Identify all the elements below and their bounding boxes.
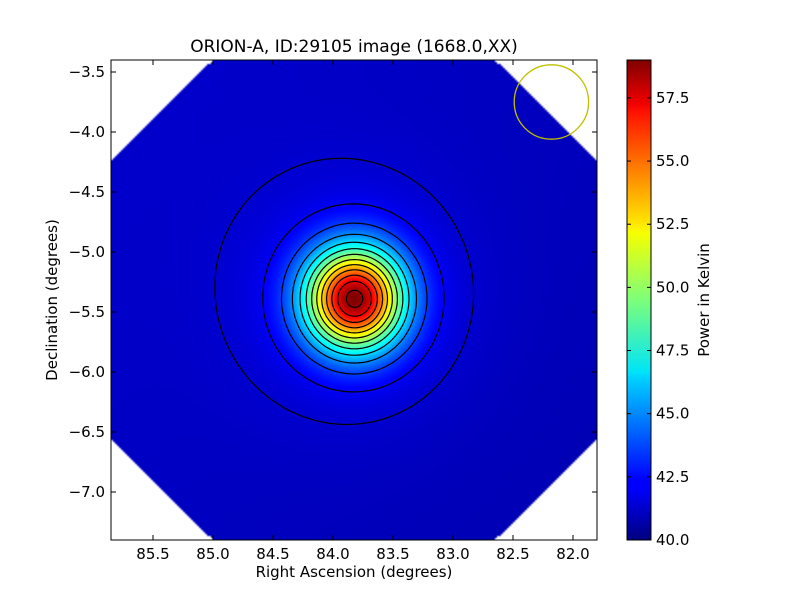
contour-line <box>262 203 445 393</box>
y-tick-label: −3.5 <box>69 63 105 81</box>
y-tick-label: −6.5 <box>69 423 105 441</box>
y-tick-label: −4.0 <box>69 123 105 141</box>
colorbar-ticks: 40.0 42.5 45.0 47.5 50.0 52.5 55.0 57.5 <box>627 89 689 549</box>
contour-line <box>337 280 373 317</box>
colorbar-tick-label: 40.0 <box>656 531 689 549</box>
plot-area: 85.5 85.0 84.5 84.0 83.5 83.0 82.5 82.0 −3.5 −4.… <box>69 59 598 563</box>
heatmap-image <box>111 60 597 540</box>
y-tick-label: −5.5 <box>69 303 105 321</box>
y-axis: −3.5 −4.0 −4.5 −5.0 −5.5 −6.0 −6.5 −7.0 <box>69 63 597 501</box>
contour-line <box>280 222 428 375</box>
contour-line <box>291 233 418 364</box>
x-axis: 85.5 85.0 84.5 84.0 83.5 83.0 82.5 82.0 <box>136 60 590 563</box>
contour-line <box>299 241 410 356</box>
contour-line <box>311 253 399 344</box>
contour-line <box>305 248 404 350</box>
beam-circle <box>513 64 590 140</box>
contour-line <box>316 258 393 339</box>
contour-line <box>321 264 389 334</box>
colorbar-gradient <box>626 59 652 541</box>
y-tick-label: −7.0 <box>69 483 105 501</box>
y-tick-label: −4.5 <box>69 183 105 201</box>
colorbar-tick-label: 45.0 <box>656 405 689 423</box>
colorbar: 40.0 42.5 45.0 47.5 50.0 52.5 55.0 57.5 Power i… <box>626 59 713 549</box>
x-tick-label: 85.5 <box>136 545 169 563</box>
y-tick-label: −6.0 <box>69 363 105 381</box>
contour-line <box>345 289 364 308</box>
x-tick-label: 84.5 <box>256 545 289 563</box>
contour-line <box>326 269 384 329</box>
x-tick-label: 83.5 <box>376 545 409 563</box>
contour-lines <box>214 157 475 426</box>
x-tick-label: 82.0 <box>556 545 589 563</box>
x-tick-label: 85.0 <box>196 545 229 563</box>
x-tick-label: 83.0 <box>436 545 469 563</box>
y-tick-label: −5.0 <box>69 243 105 261</box>
colorbar-tick-label: 42.5 <box>656 468 689 486</box>
y-axis-label: Declination (degrees) <box>43 219 61 381</box>
x-tick-label: 82.5 <box>496 545 529 563</box>
colorbar-label: Power in Kelvin <box>695 243 713 357</box>
colorbar-tick-label: 50.0 <box>656 278 689 296</box>
chart-title: ORION-A, ID:29105 image (1668.0,XX) <box>190 37 518 57</box>
contour-line <box>214 157 475 426</box>
colorbar-tick-label: 55.0 <box>656 152 689 170</box>
contour-line <box>331 274 378 323</box>
x-axis-label: Right Ascension (degrees) <box>256 563 453 581</box>
x-tick-label: 84.0 <box>316 545 349 563</box>
colorbar-tick-label: 52.5 <box>656 215 689 233</box>
colorbar-tick-label: 57.5 <box>656 89 689 107</box>
plot-frame <box>110 59 598 541</box>
colorbar-tick-label: 47.5 <box>656 342 689 360</box>
